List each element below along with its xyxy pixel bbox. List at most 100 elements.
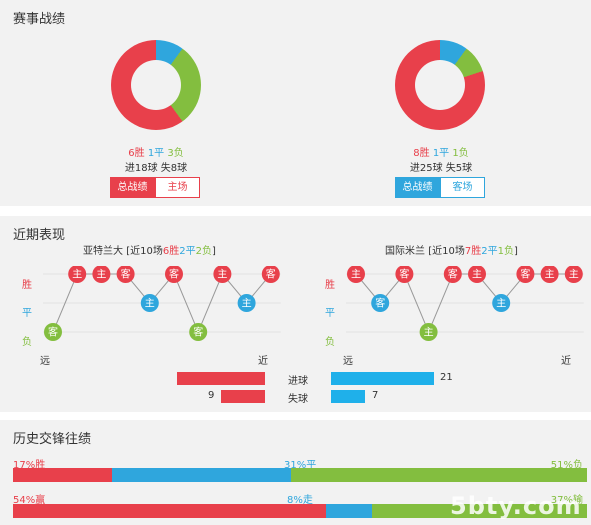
form-result-marker: 客 <box>165 266 183 283</box>
team-a-record-tabs: 总战绩 主场 <box>110 177 200 198</box>
h2h-handicap-push-label: 8%走 <box>287 495 313 506</box>
form-venue-label: 主 <box>145 298 155 310</box>
form-result-marker: 客 <box>371 294 390 312</box>
team-a-wins: 6胜 <box>128 148 145 159</box>
team-a-record-donut <box>111 40 201 130</box>
form-venue-label: 主 <box>351 269 361 281</box>
team-b-record-donut <box>395 40 485 130</box>
h2h-handicap-bar <box>13 504 587 518</box>
form-venue-label: 主 <box>472 269 482 281</box>
team-b-record-tabs: 总战绩 客场 <box>395 177 485 198</box>
form-venue-label: 客 <box>448 268 458 281</box>
h2h-loss-label: 51%负 <box>550 460 583 471</box>
h2h-segment-win <box>13 504 327 518</box>
team-a-wdl: 6胜 1平 3负 <box>76 144 236 159</box>
team-a-losses: 3负 <box>167 148 184 159</box>
team-b-draw-row-label: 平 <box>325 308 335 319</box>
team-b-far-label: 远 <box>343 356 353 367</box>
form-venue-label: 主 <box>217 269 227 281</box>
goals-conceded-label: 失球 <box>288 394 308 405</box>
record-title: 赛事战绩 <box>13 12 66 27</box>
form-venue-label: 客 <box>193 326 203 339</box>
form-venue-label: 客 <box>48 326 58 339</box>
form-result-marker: 客 <box>44 323 62 341</box>
team-a-goals-scored-bar <box>176 372 265 385</box>
team-b-total-record-button[interactable]: 总战绩 <box>395 177 440 198</box>
recent-form-panel: 近期表现 亚特兰大 [近10场6胜2平2负] 国际米兰 [近10场7胜2平1负]… <box>0 216 591 412</box>
form-venue-label: 客 <box>399 268 409 281</box>
form-result-marker: 客 <box>443 266 462 283</box>
team-b-draws: 1平 <box>432 148 450 159</box>
form-venue-label: 主 <box>545 269 555 281</box>
h2h-segment-loss <box>291 468 587 482</box>
team-a-home-button[interactable]: 主场 <box>155 177 200 198</box>
h2h-handicap-loss-label: 37%输 <box>550 495 583 506</box>
head-to-head-title: 历史交锋往绩 <box>13 432 92 447</box>
form-venue-label: 主 <box>96 269 106 281</box>
form-venue-label: 客 <box>169 268 179 281</box>
form-venue-label: 主 <box>424 327 434 339</box>
team-b-goals-scored-value: 21 <box>440 372 453 383</box>
form-result-marker: 主 <box>564 266 583 283</box>
recent-form-title: 近期表现 <box>13 228 66 243</box>
team-a-goals: 进18球 失8球 <box>124 163 188 174</box>
team-a-form-summary: 亚特兰大 [近10场6胜2平2负] <box>83 246 216 257</box>
team-a-near-label: 近 <box>258 356 268 367</box>
team-b-near-label: 近 <box>561 356 571 367</box>
team-a-goals-conceded-bar <box>220 390 265 403</box>
form-venue-label: 主 <box>569 269 579 281</box>
team-a-goals-conceded-value: 9 <box>208 390 215 401</box>
form-result-marker: 主 <box>92 266 111 283</box>
team-a-draw-row-label: 平 <box>22 308 32 319</box>
goals-scored-label: 进球 <box>288 376 308 387</box>
form-result-marker: 客 <box>395 266 414 283</box>
h2h-draw-label: 31%平 <box>284 460 317 471</box>
team-b-loss-row-label: 负 <box>325 337 335 348</box>
form-trend-line <box>52 273 272 334</box>
head-to-head-panel: 历史交锋往绩 17%胜 31%平 51%负 54%赢 8%走 37%输 5bty… <box>0 420 591 525</box>
team-b-wins: 8胜 <box>413 148 430 159</box>
team-b-win-row-label: 胜 <box>325 280 335 291</box>
form-result-marker: 主 <box>419 323 438 341</box>
form-venue-label: 主 <box>72 269 82 281</box>
h2h-segment-win <box>13 468 112 482</box>
form-result-marker: 主 <box>140 294 159 312</box>
team-b-form-summary: 国际米兰 [近10场7胜2平1负] <box>385 246 518 257</box>
team-b-goals-scored-bar <box>331 372 434 385</box>
form-result-marker: 主 <box>468 266 486 283</box>
team-a-name: 亚特兰大 <box>83 246 123 257</box>
form-result-marker: 主 <box>237 294 256 312</box>
watermark-logo: 5bty.com <box>450 492 582 520</box>
h2h-handicap-win-label: 54%赢 <box>13 495 46 506</box>
h2h-result-bar <box>13 468 587 482</box>
form-venue-label: 客 <box>375 297 385 310</box>
form-result-marker: 主 <box>68 266 87 283</box>
team-a-loss-row-label: 负 <box>22 337 32 348</box>
team-a-draws: 1平 <box>147 148 165 159</box>
team-b-away-button[interactable]: 客场 <box>440 177 485 198</box>
form-venue-label: 客 <box>520 268 530 281</box>
team-b-goals-conceded-bar <box>331 390 366 403</box>
team-b-losses: 1负 <box>452 148 469 159</box>
form-venue-label: 主 <box>242 298 252 310</box>
team-b-goals: 进25球 失5球 <box>409 163 473 174</box>
form-result-marker: 客 <box>189 323 208 341</box>
form-venue-label: 主 <box>496 298 506 310</box>
form-result-marker: 主 <box>347 266 365 283</box>
form-result-marker: 客 <box>261 266 280 283</box>
h2h-segment-draw <box>111 468 292 482</box>
form-result-marker: 主 <box>540 266 559 283</box>
form-venue-label: 客 <box>121 268 131 281</box>
form-result-marker: 主 <box>213 266 232 283</box>
form-result-marker: 客 <box>116 266 135 283</box>
record-panel: 赛事战绩 6胜 1平 3负 进18球 失8球 总战绩 主场 8胜 1平 1负 进… <box>0 0 591 206</box>
team-b-name: 国际米兰 <box>385 246 425 257</box>
form-venue-label: 客 <box>266 268 276 281</box>
form-trend-line <box>355 273 574 334</box>
team-b-goals-conceded-value: 7 <box>372 390 379 401</box>
form-result-marker: 主 <box>492 294 511 312</box>
team-a-far-label: 远 <box>40 356 50 367</box>
team-a-form-chart: 客主主客主客客主主客 <box>43 266 281 341</box>
team-a-total-record-button[interactable]: 总战绩 <box>110 177 155 198</box>
team-a-win-row-label: 胜 <box>22 280 32 291</box>
